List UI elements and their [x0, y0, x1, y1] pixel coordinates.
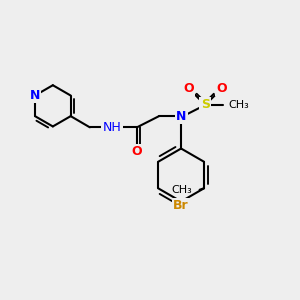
Text: CH₃: CH₃	[229, 100, 250, 110]
Text: CH₃: CH₃	[171, 185, 192, 195]
Text: O: O	[132, 145, 142, 158]
Text: O: O	[217, 82, 227, 95]
Text: NH: NH	[103, 121, 121, 134]
Text: N: N	[176, 110, 186, 123]
Text: Br: Br	[173, 200, 189, 212]
Text: S: S	[201, 98, 210, 111]
Text: N: N	[30, 89, 40, 102]
Text: O: O	[183, 82, 194, 95]
